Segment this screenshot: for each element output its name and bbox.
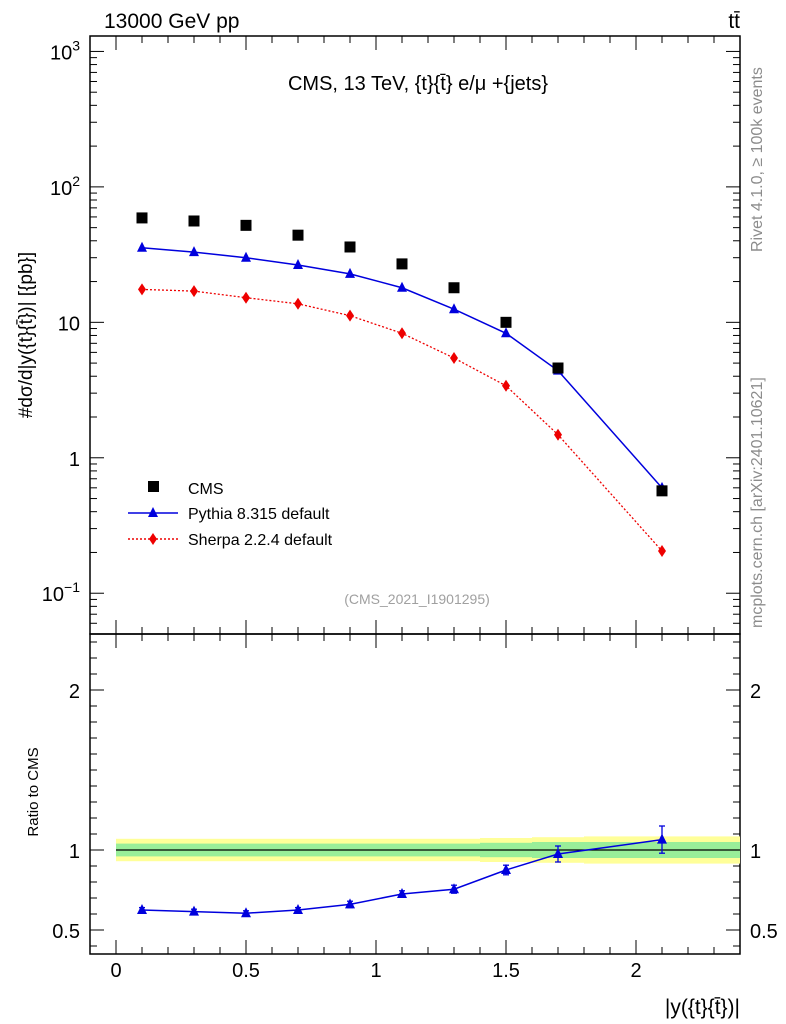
legend-label-pythia: Pythia 8.315 default	[188, 506, 330, 523]
cms-data-point	[188, 215, 200, 227]
y-tick-label: 10	[58, 313, 80, 335]
analysis-watermark: (CMS_2021_I1901295)	[344, 591, 490, 607]
pythia-ratio-point	[293, 904, 303, 914]
pythia-ratio-point	[345, 898, 355, 909]
cms-data-point	[292, 229, 304, 241]
ratio-y-tick-label-left: 2	[69, 681, 80, 703]
ratio-y-tick-label-right: 0.5	[750, 921, 778, 943]
pythia-ratio-point	[397, 888, 407, 898]
x-tick-label: 0	[110, 960, 121, 982]
sherpa-point	[242, 291, 250, 304]
cms-data-point	[344, 241, 356, 253]
cms-data-point	[136, 212, 148, 224]
pythia-point	[449, 303, 459, 314]
sherpa-point	[502, 379, 510, 392]
y-tick-label: 103	[50, 37, 80, 64]
ratio-y-tick-label-right: 2	[750, 681, 761, 703]
sherpa-point	[450, 352, 458, 365]
header-process-label: 13000 GeV pp	[104, 10, 239, 33]
sherpa-point	[554, 428, 562, 441]
legend-label-cms: CMS	[188, 481, 224, 498]
pythia-ratio-point	[657, 833, 667, 844]
ratio-y-axis-label: Ratio to CMS	[25, 747, 42, 836]
ratio-axis-ticks: 0.5 0.5 1 1 2 2 0 0.5 1 1.5 2	[52, 634, 778, 982]
pythia-ratio-line	[141, 838, 663, 914]
rivet-version-label: Rivet 4.1.0, ≥ 100k events	[749, 67, 766, 252]
header-final-state-label: tt̄	[728, 10, 740, 33]
sherpa-point	[294, 297, 302, 310]
ratio-data-series	[137, 825, 667, 918]
pythia-point	[293, 259, 303, 270]
legend-label-sherpa: Sherpa 2.2.4 default	[188, 532, 333, 549]
main-plot-title: CMS, 13 TeV, {t}{t̄} e/μ +{jets}	[288, 73, 548, 95]
y-tick-label: 1	[69, 449, 80, 471]
pythia-point	[397, 281, 407, 292]
sherpa-point	[138, 283, 146, 296]
ratio-plot-frame	[89, 633, 741, 955]
cms-data-point	[656, 485, 668, 497]
cms-data-point	[448, 282, 460, 294]
cms-data-point	[240, 219, 252, 231]
x-tick-label: 2	[630, 960, 641, 982]
pythia-ratio-point	[449, 883, 459, 894]
legend: CMS Pythia 8.315 default Sherpa 2.2.4 de…	[128, 481, 333, 549]
x-tick-label: 1	[370, 960, 381, 982]
x-tick-label: 1.5	[492, 960, 520, 982]
pythia-point	[345, 267, 355, 278]
sherpa-point	[346, 309, 354, 322]
pythia-point	[501, 327, 511, 338]
pythia-ratio-point	[137, 904, 147, 914]
main-data-series	[136, 212, 668, 557]
pythia-ratio-point	[553, 848, 563, 858]
pythia-ratio-point	[501, 864, 511, 874]
y-tick-label: 102	[50, 173, 80, 200]
pythia-line	[141, 247, 663, 489]
cms-data-point	[552, 362, 564, 374]
sherpa-point	[190, 285, 198, 298]
sherpa-line	[141, 288, 663, 552]
cms-data-point	[500, 316, 512, 328]
pythia-point	[189, 246, 199, 257]
sherpa-point	[398, 327, 406, 340]
ratio-y-tick-label-left: 1	[69, 841, 80, 863]
x-axis-label: |y({t}{t̄})|	[665, 996, 740, 1019]
cms-data-point	[396, 258, 408, 270]
pythia-point	[137, 241, 147, 252]
ratio-uncertainty-band	[116, 836, 740, 864]
legend-marker-pythia	[148, 507, 158, 517]
legend-marker-sherpa	[149, 533, 157, 545]
y-tick-label: 10−1	[42, 579, 80, 606]
ratio-y-tick-label-right: 1	[750, 841, 761, 863]
legend-marker-cms	[148, 481, 159, 492]
sherpa-point	[658, 544, 666, 557]
pythia-ratio-point	[241, 907, 251, 918]
pythia-point	[241, 251, 251, 262]
main-y-axis-label: #dσ/d|y({t}{t̄})| [{pb}]	[16, 252, 37, 418]
source-label: mcplots.cern.ch [arXiv:2401.10621]	[749, 377, 766, 628]
x-tick-label: 0.5	[232, 960, 260, 982]
ratio-y-tick-label-left: 0.5	[52, 921, 80, 943]
pythia-ratio-point	[189, 905, 199, 916]
